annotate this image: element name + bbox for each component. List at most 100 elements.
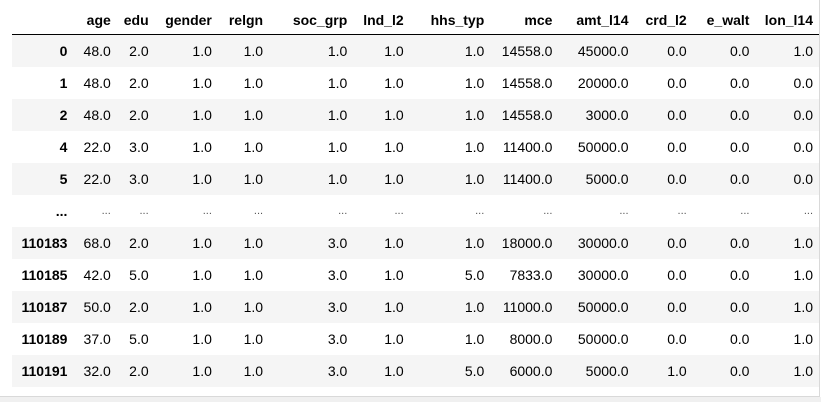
table-cell: 22.0 [83,171,111,187]
table-cell: 5.0 [464,267,485,283]
table-cell: 48.0 [83,43,111,59]
table-cell: 1.0 [384,363,404,379]
table-cell: 1.0 [243,235,264,251]
table-cell: ... [202,205,212,217]
ellipsis-row: ....................................... [12,195,819,227]
table-cell: ... [338,205,348,217]
index-header [12,5,74,35]
table-cell: ... [677,205,687,217]
table-cell: 1.0 [464,299,485,315]
table-cell: 50.0 [83,299,111,315]
table-cell: 14558.0 [501,107,553,123]
table-cell: 14558.0 [501,43,553,59]
column-header: edu [116,5,155,35]
horizontal-scrollbar[interactable] [0,397,821,402]
table-cell: 0.0 [729,331,750,347]
table-cell: 1.0 [384,235,404,251]
table-cell: 20000.0 [577,75,629,91]
table-cell: 1.0 [384,43,404,59]
table-cell: 1.0 [793,267,813,283]
table-cell: 11400.0 [502,171,553,187]
column-header: lon_l14 [755,5,819,35]
table-cell: 0.0 [667,43,687,59]
table-cell: 5.0 [129,267,149,283]
table-cell: 1.0 [243,139,264,155]
table-cell: 1.0 [192,363,212,379]
table-cell: 0.0 [667,107,687,123]
table-cell: 0.0 [667,267,687,283]
table-cell: 1.0 [192,107,212,123]
table-cell: 1.0 [464,235,485,251]
table-cell: 11400.0 [502,139,553,155]
table-cell: 0.0 [667,171,687,187]
table-cell: 1.0 [327,107,348,123]
table-cell: 0.0 [729,267,750,283]
table-cell: 1.0 [327,43,348,59]
table-cell: 1.0 [384,75,404,91]
table-cell: 2.0 [129,299,149,315]
table-cell: 11000.0 [502,299,553,315]
row-index: 110191 [21,363,68,379]
row-index: 110189 [21,331,68,347]
table-cell: 1.0 [793,299,813,315]
table-cell: 48.0 [83,75,111,91]
table-cell: 1.0 [243,267,264,283]
table-cell: 1.0 [327,139,348,155]
table-cell: 0.0 [793,75,813,91]
table-cell: 3.0 [327,267,348,283]
table-cell: 1.0 [384,299,404,315]
table-cell: 50000.0 [577,139,629,155]
table-cell: 30000.0 [577,267,629,283]
table-cell: 2.0 [129,107,149,123]
table-cell: 5.0 [464,363,485,379]
table-cell: 0.0 [667,235,687,251]
table-cell: 3000.0 [585,107,629,123]
table-cell: 0.0 [729,139,750,155]
table-cell: 1.0 [464,107,485,123]
table-cell: 1.0 [243,43,264,59]
table-cell: 1.0 [192,43,212,59]
table-cell: 1.0 [192,139,212,155]
row-index: 0 [59,43,68,59]
table-cell: 1.0 [327,171,348,187]
table-cell: 1.0 [793,363,813,379]
row-index: ... [55,203,68,219]
table-row: 0 48.0 2.0 1.0 1.0 1.0 1.0 1.0 14558.0 45000.0 0.0… [12,34,819,67]
table-cell: ... [253,205,264,217]
table-cell: 32.0 [83,363,111,379]
column-header: hhs_typ [409,5,491,35]
row-index: 4 [59,139,68,155]
table-cell: ... [543,205,553,217]
table-cell: 0.0 [667,139,687,155]
table-cell: 1.0 [464,139,485,155]
table-cell: 1.0 [243,75,264,91]
table-cell: 7833.0 [509,267,553,283]
table-row: 4 22.0 3.0 1.0 1.0 1.0 1.0 1.0 11400.0 50000.0 0.0… [12,131,819,163]
row-index: 1 [59,75,68,91]
table-cell: 1.0 [192,235,212,251]
column-header: lnd_l2 [353,5,410,35]
column-header: age [73,5,117,35]
table-cell: 1.0 [667,363,687,379]
table-cell: 3.0 [327,299,348,315]
table-cell: 1.0 [243,171,264,187]
table-cell: 5.0 [129,331,149,347]
row-index: 2 [59,107,68,123]
table-cell: 0.0 [729,299,750,315]
table-row: 110183 68.0 2.0 1.0 1.0 3.0 1.0 1.0 18000.0 30000… [12,227,819,259]
table-cell: 50000.0 [577,299,629,315]
table-cell: 0.0 [729,235,750,251]
table-cell: 2.0 [129,235,149,251]
table-cell: 0.0 [729,43,750,59]
table-cell: 0.0 [793,107,813,123]
table-cell: 1.0 [192,171,212,187]
table-cell: 1.0 [464,331,485,347]
column-header: soc_grp [269,5,354,35]
table-cell: ... [394,205,404,217]
table-cell: 0.0 [729,363,750,379]
table-cell: 0.0 [667,331,687,347]
table-cell: 3.0 [327,235,348,251]
table-cell: 1.0 [192,299,212,315]
table-cell: 18000.0 [501,235,553,251]
table-cell: 1.0 [384,171,404,187]
